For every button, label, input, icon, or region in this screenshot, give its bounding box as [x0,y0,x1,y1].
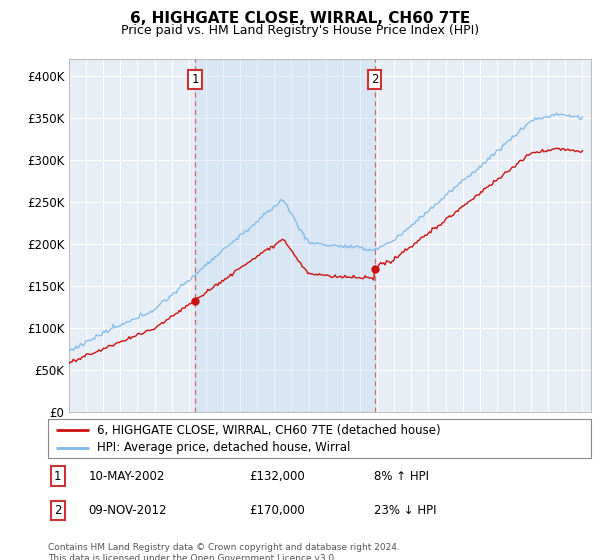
FancyBboxPatch shape [48,419,591,458]
Text: £132,000: £132,000 [249,470,305,483]
Text: 2: 2 [54,504,62,517]
Bar [195,59,374,412]
Text: Contains HM Land Registry data © Crown copyright and database right 2024.
This d: Contains HM Land Registry data © Crown c… [48,543,400,560]
Text: £170,000: £170,000 [249,504,305,517]
Text: 23% ↓ HPI: 23% ↓ HPI [374,504,436,517]
Text: 8% ↑ HPI: 8% ↑ HPI [374,470,429,483]
Text: 2: 2 [371,73,379,86]
Text: HPI: Average price, detached house, Wirral: HPI: Average price, detached house, Wirr… [97,441,350,455]
Text: 09-NOV-2012: 09-NOV-2012 [89,504,167,517]
Text: Price paid vs. HM Land Registry's House Price Index (HPI): Price paid vs. HM Land Registry's House … [121,24,479,36]
Text: 1: 1 [191,73,199,86]
Bar [374,59,591,412]
Text: 6, HIGHGATE CLOSE, WIRRAL, CH60 7TE (detached house): 6, HIGHGATE CLOSE, WIRRAL, CH60 7TE (det… [97,423,440,437]
Text: 10-MAY-2002: 10-MAY-2002 [89,470,165,483]
Text: 1: 1 [54,470,62,483]
Text: 6, HIGHGATE CLOSE, WIRRAL, CH60 7TE: 6, HIGHGATE CLOSE, WIRRAL, CH60 7TE [130,11,470,26]
